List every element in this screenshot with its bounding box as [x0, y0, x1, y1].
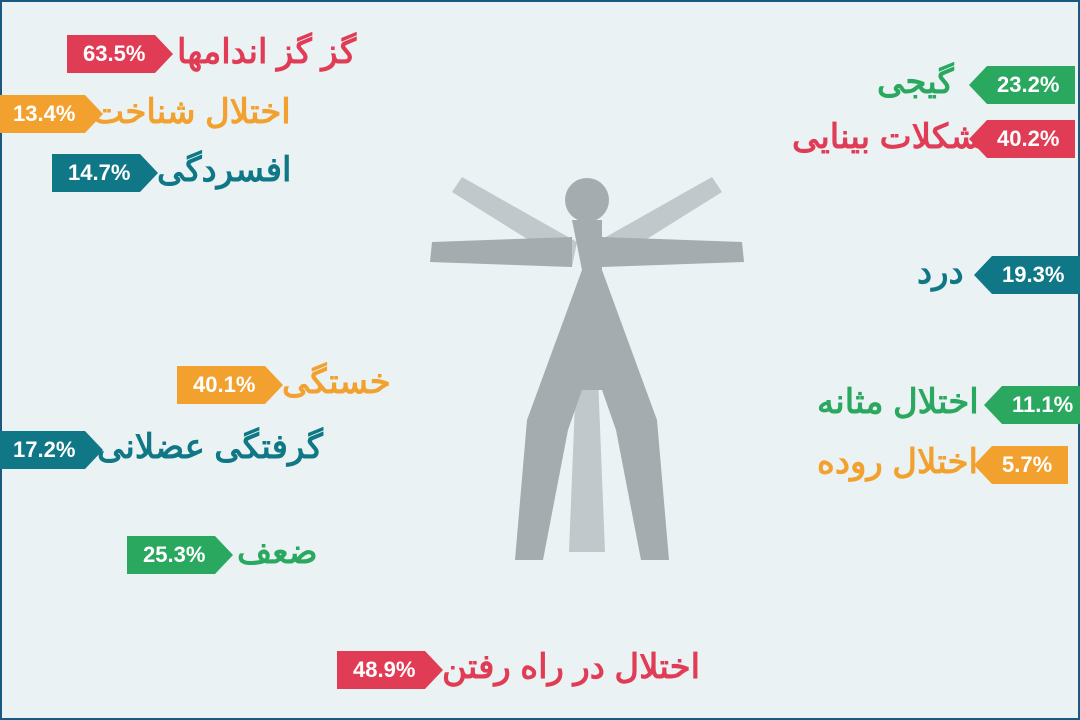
label-vision: مشکلات بینایی	[792, 117, 999, 157]
label-gait: اختلال در راه رفتن	[442, 647, 700, 687]
badge-pain: 19.3%	[992, 256, 1080, 294]
label-bowel: اختلال روده	[817, 442, 978, 482]
badge-tingling: 63.5%	[67, 35, 155, 73]
label-cognition: اختلال شناخت	[92, 92, 291, 132]
badge-fatigue: 40.1%	[177, 366, 265, 404]
badge-cognition: 13.4%	[0, 95, 85, 133]
badge-weakness: 25.3%	[127, 536, 215, 574]
badge-bladder: 11.1%	[1002, 386, 1080, 424]
label-bladder: اختلال مثانه	[817, 382, 979, 422]
label-dizziness: گیجی	[877, 62, 954, 102]
label-weakness: ضعف	[237, 532, 317, 572]
badge-bowel: 5.7%	[992, 446, 1068, 484]
badge-dizziness: 23.2%	[987, 66, 1075, 104]
label-depression: افسردگی	[157, 150, 291, 190]
label-pain: درد	[917, 252, 964, 292]
badge-depression: 14.7%	[52, 154, 140, 192]
label-spasm: گرفتگی عضلانی	[97, 427, 323, 467]
label-tingling: گز گز اندامها	[177, 32, 356, 72]
badge-spasm: 17.2%	[0, 431, 85, 469]
human-figure	[422, 172, 752, 592]
badge-vision: 40.2%	[987, 120, 1075, 158]
badge-gait: 48.9%	[337, 651, 425, 689]
label-fatigue: خستگی	[282, 362, 391, 402]
